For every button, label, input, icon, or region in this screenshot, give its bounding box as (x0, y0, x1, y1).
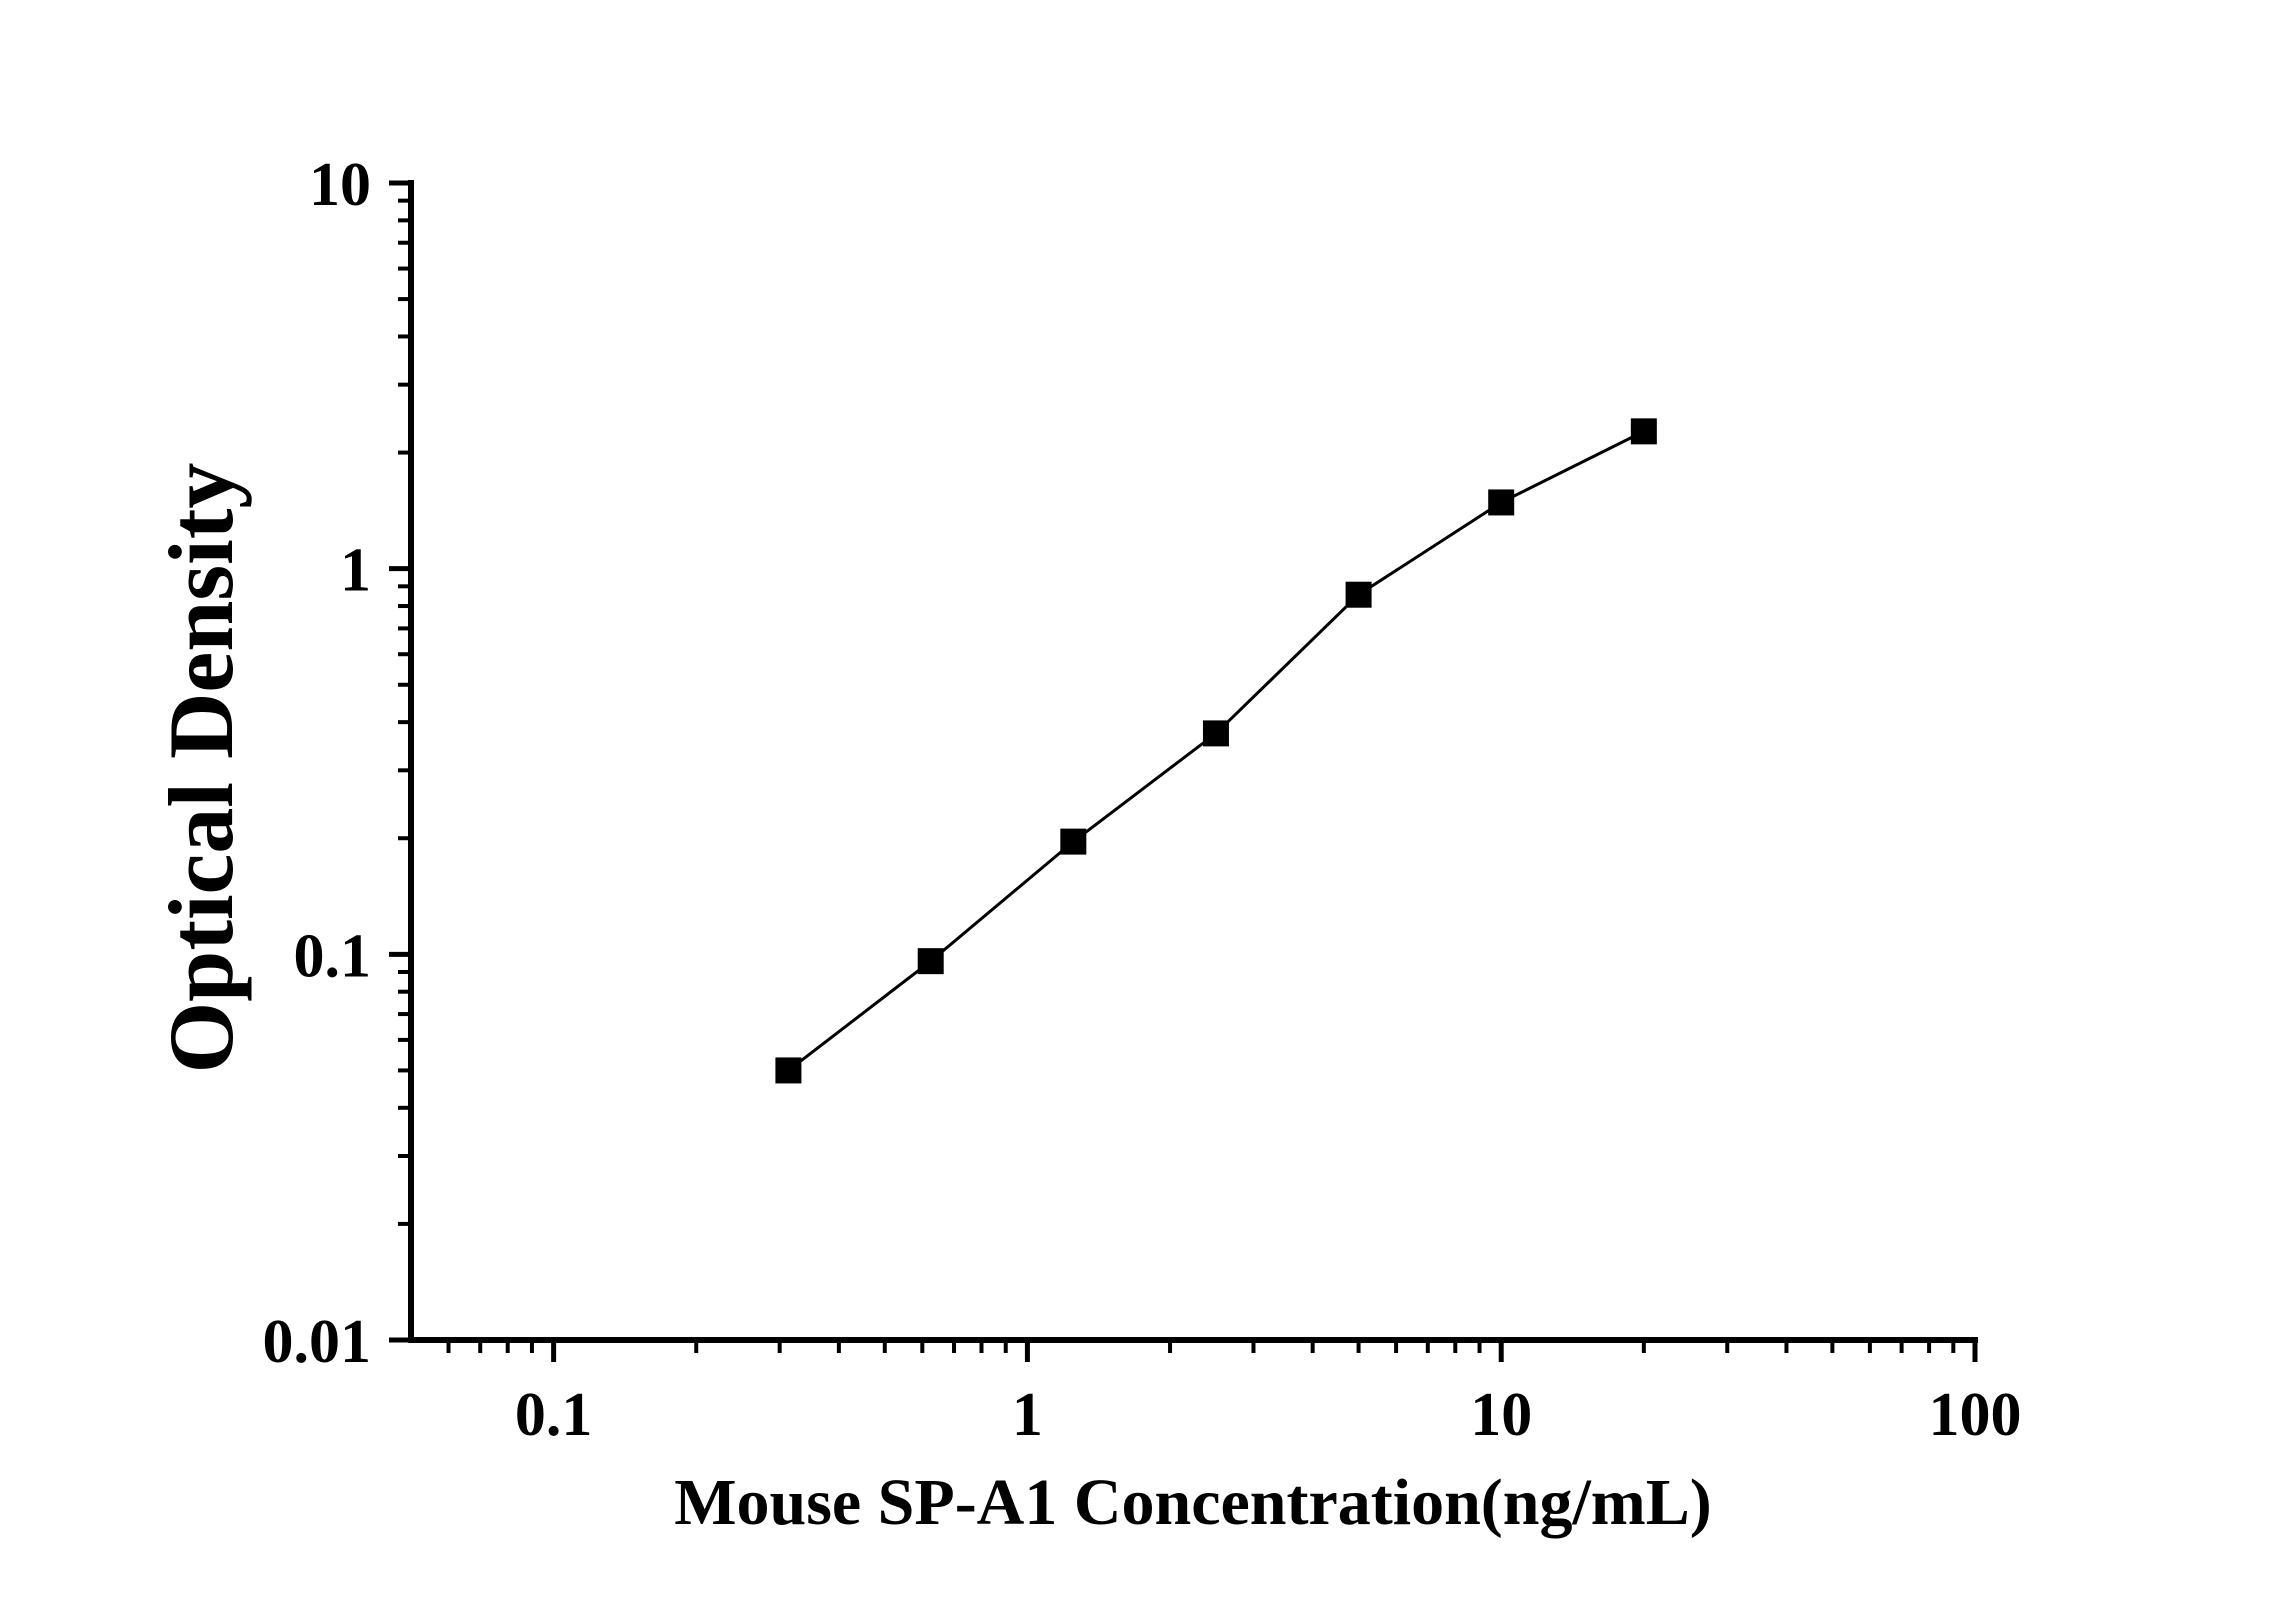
x-tick-label: 100 (1929, 1381, 2022, 1449)
tick-labels: 0.1 1 10 100 0.01 0.1 1 10 (263, 151, 2022, 1449)
data-point-marker (917, 948, 944, 975)
axis-ticks (389, 180, 1978, 1362)
x-tick-label: 10 (1470, 1381, 1532, 1449)
data-point-marker (1488, 489, 1515, 516)
y-axis-title: Optical Density (150, 463, 252, 1074)
y-tick-label: 10 (309, 151, 371, 219)
y-tick-label: 0.1 (294, 922, 372, 990)
data-point-marker (775, 1057, 802, 1084)
data-point-marker (1202, 720, 1229, 747)
axis-lines (408, 180, 1978, 1343)
y-tick-label: 0.01 (263, 1308, 372, 1376)
data-point-marker (1345, 581, 1372, 608)
x-tick-label: 1 (1012, 1381, 1043, 1449)
standard-curve-line (787, 430, 1645, 1072)
x-axis-title: Mouse SP-A1 Concentration(ng/mL) (674, 1466, 1712, 1539)
data-point-marker (1630, 418, 1657, 445)
y-tick-label: 1 (340, 537, 371, 605)
x-tick-label: 0.1 (515, 1381, 593, 1449)
data-point-marker (1060, 828, 1087, 855)
data-series (775, 418, 1657, 1084)
